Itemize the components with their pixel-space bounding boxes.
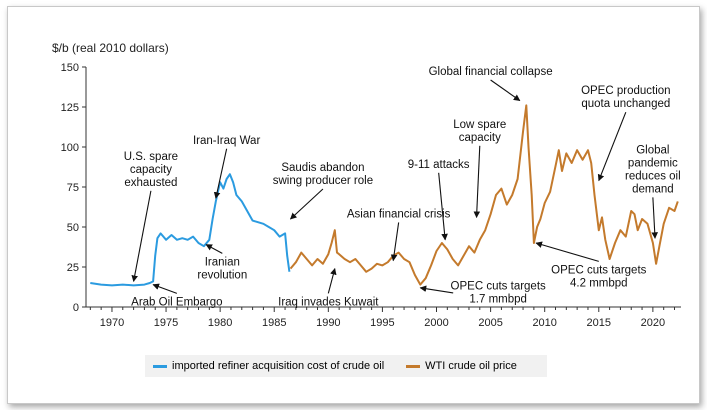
annotation-arrow <box>390 222 400 262</box>
y-tick-label: 100 <box>61 142 79 154</box>
annotation-pandemic: Global pandemic reduces oil demand <box>625 144 681 239</box>
x-tick-label: 1980 <box>208 317 232 329</box>
legend-label-wti: WTI crude oil price <box>425 360 517 372</box>
y-tick-label: 50 <box>67 222 79 234</box>
annotation-iran-iraq: Iran-Iraq War <box>193 135 260 199</box>
y-tick-label: 25 <box>67 262 79 274</box>
x-tick-label: 2015 <box>587 317 611 329</box>
wti-price-line <box>289 104 679 286</box>
annotation-arrow <box>651 197 659 239</box>
x-tick-label: 1970 <box>100 317 124 329</box>
oil-price-chart: $/b (real 2010 dollars) 0 25 50 75 100 125 150… <box>52 41 681 329</box>
annotation-arab-embargo: Arab Oil Embargo <box>131 283 223 308</box>
x-tick-label: 1990 <box>316 317 340 329</box>
annotation-iranian-rev: Iranian revolution <box>197 244 247 281</box>
legend-item-wti: WTI crude oil price <box>406 360 517 372</box>
annotation-text: Arab Oil Embargo <box>131 296 222 308</box>
annotation-arrow <box>289 188 324 220</box>
annotation-text: Iran-Iraq War <box>193 135 260 147</box>
x-tick-label: 2020 <box>641 317 665 329</box>
annotation-arrow <box>213 148 228 199</box>
annotation-arrow <box>535 241 599 262</box>
annotation-arrow <box>490 79 521 102</box>
annotation-text: OPEC production quota unchanged <box>581 85 671 110</box>
y-tick-label: 75 <box>67 182 79 194</box>
annotation-text: Asian financial crisis <box>347 208 451 220</box>
annotation-saudis: Saudis abandon swing producer role <box>273 162 373 220</box>
annotation-text: U.S. spare capacity exhausted <box>124 151 178 189</box>
annotation-text: Global pandemic reduces oil demand <box>625 144 681 195</box>
annotation-text: Saudis abandon swing producer role <box>273 162 373 187</box>
legend: imported refiner acquisition cost of cru… <box>145 355 547 377</box>
y-tick-label: 0 <box>73 302 79 314</box>
annotation-gfc: Global financial collapse <box>429 66 553 102</box>
annotation-text: 9-11 attacks <box>408 159 470 171</box>
annotation-arrow <box>473 145 481 219</box>
series-layer <box>90 104 679 287</box>
legend-swatch-wti <box>406 364 421 368</box>
annotation-arrow <box>152 283 178 294</box>
annotation-us-spare: U.S. spare capacity exhausted <box>124 151 178 283</box>
annotation-arrow <box>205 244 223 254</box>
chart-frame: $/b (real 2010 dollars) 0 25 50 75 100 125 150… <box>7 6 700 404</box>
annotation-text: OPEC cuts targets 4.2 mmbpd <box>551 264 646 289</box>
legend-item-imported: imported refiner acquisition cost of cru… <box>153 360 384 372</box>
x-tick-label: 1995 <box>370 317 394 329</box>
x-tick-label: 2010 <box>532 317 556 329</box>
annotation-text: Iranian revolution <box>197 256 247 281</box>
y-tick-label: 150 <box>61 62 79 74</box>
y-axis-label: $/b (real 2010 dollars) <box>52 41 169 55</box>
annotation-nine-eleven: 9-11 attacks <box>408 159 470 241</box>
annotation-low-spare: Low spare capacity <box>453 119 506 219</box>
annotation-text: OPEC cuts targets 1.7 mmbpd <box>451 280 546 305</box>
annotation-arrow <box>327 267 337 294</box>
annotation-iraq-kuwait: Iraq invades Kuwait <box>278 267 379 308</box>
annotation-opec-42: OPEC cuts targets 4.2 mmbpd <box>535 241 647 289</box>
y-tick-label: 125 <box>61 102 79 114</box>
annotation-opec-17: OPEC cuts targets 1.7 mmbpd <box>419 280 546 305</box>
annotation-opec-quota: OPEC production quota unchanged <box>581 85 671 182</box>
x-tick-label: 1985 <box>262 317 286 329</box>
annotation-text: Low spare capacity <box>453 119 506 144</box>
x-tick-label: 1975 <box>154 317 178 329</box>
annotation-layer: U.S. spare capacity exhausted Iran-Iraq War… <box>124 66 681 308</box>
annotation-asian-crisis: Asian financial crisis <box>347 208 451 262</box>
annotation-text: Global financial collapse <box>429 66 553 78</box>
legend-label-imported: imported refiner acquisition cost of cru… <box>172 360 385 372</box>
annotation-text: Iraq invades Kuwait <box>278 296 379 308</box>
imported-refiner-cost-line <box>90 173 291 287</box>
legend-swatch-imported <box>153 364 167 368</box>
annotation-arrow <box>438 172 448 241</box>
annotation-arrow <box>131 190 152 283</box>
annotation-arrow <box>597 111 627 182</box>
axes: 0 25 50 75 100 125 150 1970 1975 1980 1985 1990 1995… <box>61 62 681 329</box>
x-tick-label: 2000 <box>424 317 448 329</box>
annotation-arrow <box>419 285 454 294</box>
x-tick-label: 2005 <box>478 317 502 329</box>
